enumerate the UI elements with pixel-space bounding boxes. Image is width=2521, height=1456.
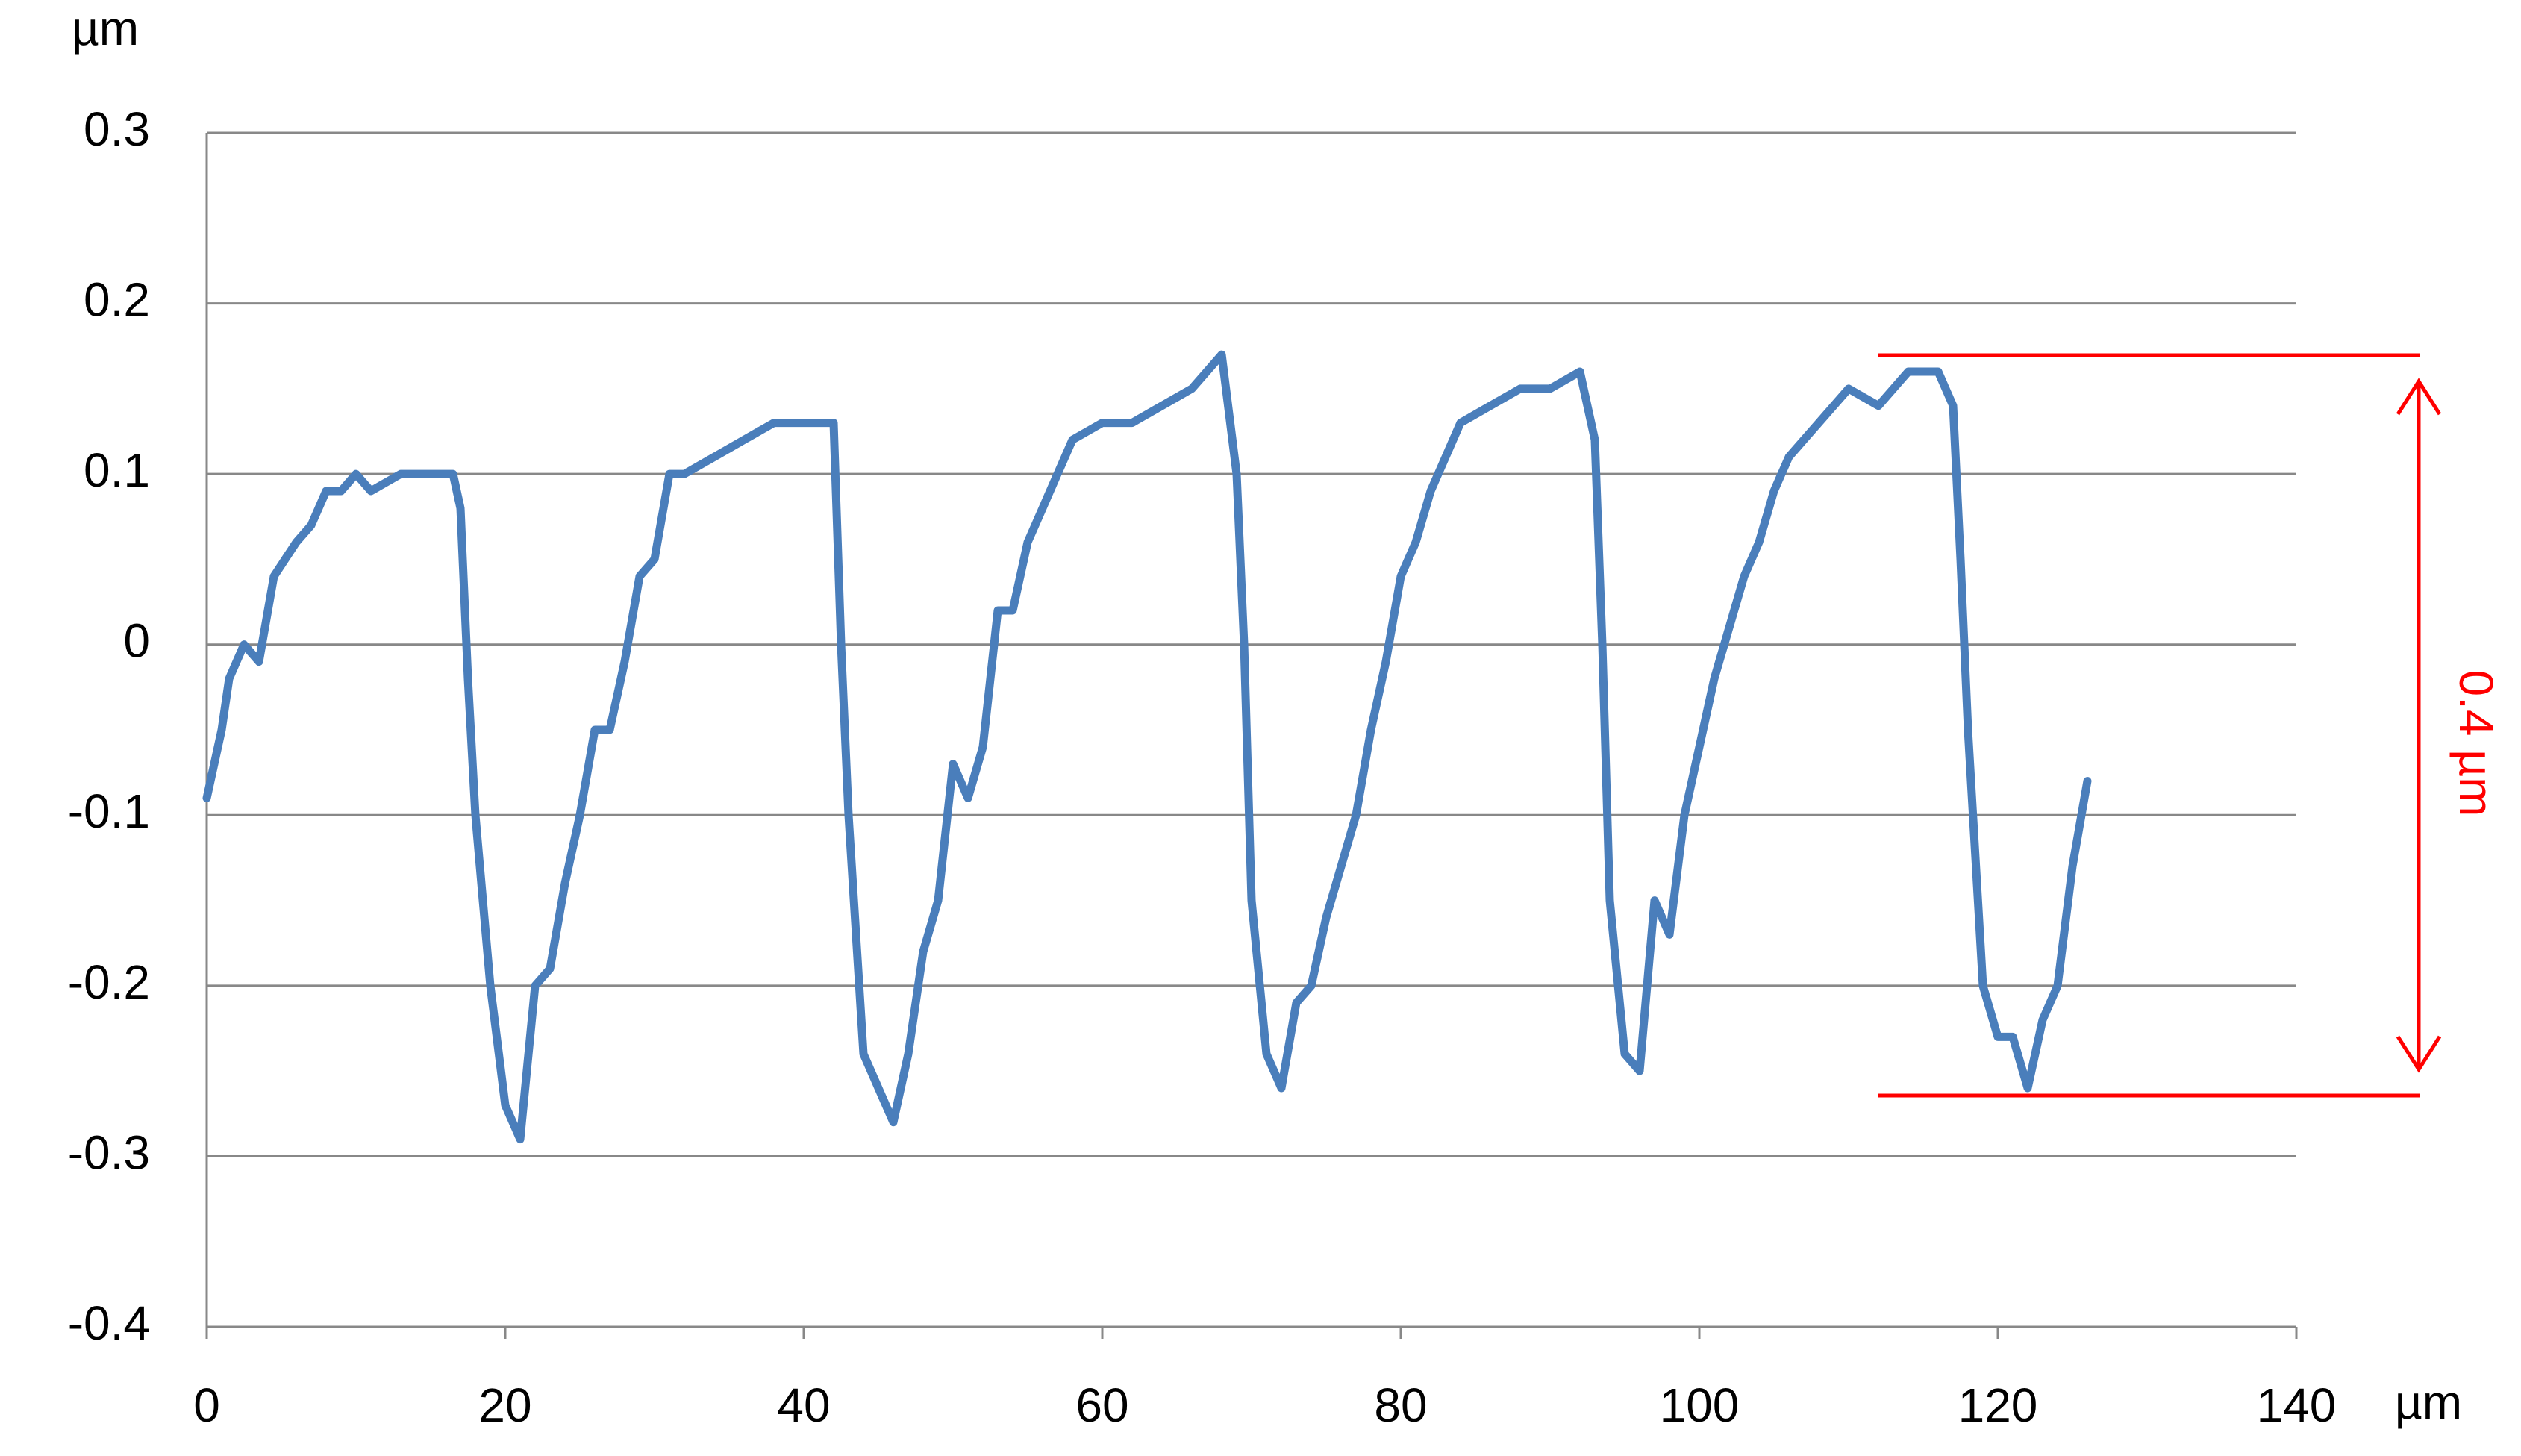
x-tick-label: 20 [478,1378,531,1432]
x-tick-label: 40 [777,1378,830,1432]
x-tick-label: 60 [1075,1378,1128,1432]
y-tick-label: 0.2 [84,272,150,326]
y-tick-label: 0 [123,614,150,668]
y-tick-label: -0.3 [68,1125,150,1179]
x-tick-label: 0 [193,1378,220,1432]
y-tick-label: 0.3 [84,102,150,156]
x-tick-label: 100 [1660,1378,1740,1432]
arrow-head-top [2396,378,2442,416]
x-unit: µm [2395,1375,2462,1429]
data-line [202,350,2092,1144]
x-tick-label: 140 [2257,1378,2337,1432]
arrow-head-bottom [2396,1035,2442,1073]
y-tick-label: -0.4 [68,1296,150,1350]
range-annotation: 0.4 µm [1878,353,2503,1098]
annotation-label: 0.4 µm [2449,670,2503,817]
y-tick-label: 0.1 [84,443,150,497]
y-unit: µm [72,1,139,55]
y-tick-label: -0.1 [68,784,150,838]
x-tick-label: 80 [1374,1378,1427,1432]
y-tick-label: -0.2 [68,955,150,1009]
x-tick-label: 120 [1958,1378,2038,1432]
